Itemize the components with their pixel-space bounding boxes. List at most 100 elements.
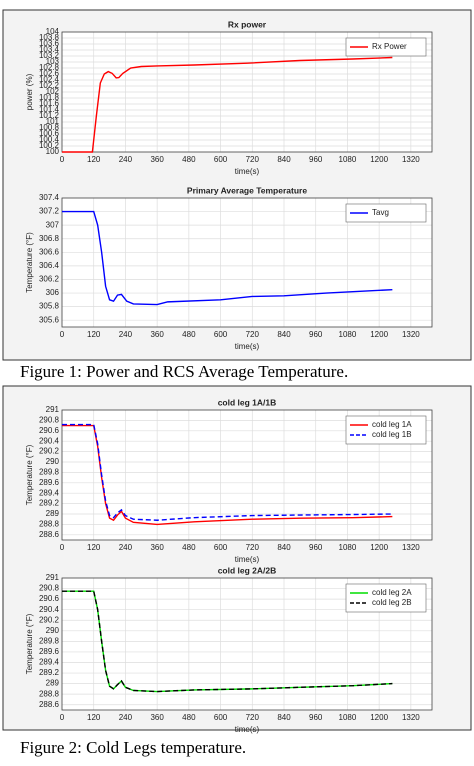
x-tick-label: 600 — [214, 155, 228, 164]
x-tick-label: 960 — [309, 155, 323, 164]
chart-title: cold leg 2A/2B — [218, 565, 277, 575]
x-tick-label: 360 — [150, 330, 164, 339]
y-tick-label: 102.4 — [39, 75, 60, 84]
y-tick-label: 101.6 — [39, 99, 60, 108]
chart-title: Primary Average Temperature — [187, 185, 307, 195]
x-tick-label: 1200 — [370, 155, 388, 164]
y-tick-label: 307 — [46, 220, 60, 229]
y-tick-label: 102.2 — [39, 81, 60, 90]
plot-frame — [61, 577, 433, 711]
legend — [345, 415, 427, 445]
y-tick-label: 291 — [46, 573, 60, 582]
x-tick-label: 720 — [246, 543, 260, 552]
legend-label: Rx Power — [372, 42, 407, 51]
x-tick-label: 480 — [182, 713, 196, 722]
x-tick-label: 0 — [60, 155, 65, 164]
x-tick-label: 1320 — [402, 543, 420, 552]
y-tick-label: 103.4 — [39, 45, 60, 54]
plot-frame — [61, 197, 433, 328]
x-axis-label: time(s) — [235, 167, 260, 176]
y-axis-label: Temperature (°F) — [25, 232, 34, 293]
y-tick-label: 307.4 — [39, 193, 60, 202]
y-tick-label: 289.2 — [39, 499, 60, 508]
y-tick-label: 290 — [46, 626, 60, 635]
x-tick-label: 120 — [87, 713, 101, 722]
line — [62, 56, 393, 153]
plot-frame — [61, 31, 433, 153]
y-tick-label: 290 — [46, 457, 60, 466]
x-tick-label: 600 — [214, 330, 228, 339]
y-tick-label: 290.6 — [39, 594, 60, 603]
y-tick-label: 103.2 — [39, 51, 60, 60]
y-tick-label: 306 — [46, 288, 60, 297]
legend — [345, 37, 427, 57]
legend-label: cold leg 1B — [372, 430, 412, 439]
x-tick-label: 240 — [119, 330, 133, 339]
legend-label: cold leg 2A — [372, 588, 412, 597]
y-tick-label: 307.2 — [39, 207, 60, 216]
x-tick-label: 480 — [182, 543, 196, 552]
caption: Figure 2: Cold Legs temperature. — [20, 738, 246, 757]
line — [62, 590, 393, 693]
x-tick-label: 1200 — [370, 330, 388, 339]
x-tick-label: 960 — [309, 330, 323, 339]
x-tick-label: 240 — [119, 155, 133, 164]
legend — [345, 203, 427, 223]
x-tick-label: 720 — [246, 155, 260, 164]
y-tick-label: 288.6 — [39, 700, 60, 709]
x-tick-label: 120 — [87, 155, 101, 164]
x-tick-label: 1080 — [339, 543, 357, 552]
x-axis-label: time(s) — [235, 555, 260, 564]
y-tick-label: 290.4 — [39, 605, 60, 614]
y-tick-label: 290.8 — [39, 416, 60, 425]
y-tick-label: 104 — [46, 27, 60, 36]
x-tick-label: 360 — [150, 543, 164, 552]
y-tick-label: 289.4 — [39, 488, 60, 497]
y-tick-label: 101.4 — [39, 105, 60, 114]
y-tick-label: 289 — [46, 509, 60, 518]
x-tick-label: 1200 — [370, 713, 388, 722]
y-tick-label: 101 — [46, 117, 60, 126]
y-tick-label: 291 — [46, 405, 60, 414]
plot-frame — [61, 409, 433, 541]
y-tick-label: 101.2 — [39, 111, 60, 120]
x-tick-label: 720 — [246, 713, 260, 722]
x-tick-label: 1320 — [402, 155, 420, 164]
y-tick-label: 289.8 — [39, 468, 60, 477]
x-tick-label: 720 — [246, 330, 260, 339]
y-axis-label: Temperature (°F) — [25, 444, 34, 505]
x-tick-label: 600 — [214, 543, 228, 552]
x-tick-label: 240 — [119, 713, 133, 722]
x-tick-label: 840 — [277, 155, 291, 164]
x-tick-label: 960 — [309, 543, 323, 552]
y-tick-label: 102.8 — [39, 63, 60, 72]
y-tick-label: 288.8 — [39, 520, 60, 529]
legend-label: cold leg 2B — [372, 598, 412, 607]
y-tick-label: 288.8 — [39, 689, 60, 698]
y-axis-label: Temperature (°F) — [25, 613, 34, 674]
x-tick-label: 120 — [87, 543, 101, 552]
x-tick-label: 0 — [60, 330, 65, 339]
y-tick-label: 289.6 — [39, 647, 60, 656]
y-tick-label: 289.6 — [39, 478, 60, 487]
line — [62, 423, 393, 521]
x-tick-label: 960 — [309, 713, 323, 722]
y-tick-label: 290.6 — [39, 426, 60, 435]
y-tick-label: 103.6 — [39, 39, 60, 48]
y-tick-label: 306.8 — [39, 234, 60, 243]
line — [62, 210, 393, 306]
y-tick-label: 289.8 — [39, 636, 60, 645]
y-tick-label: 289.4 — [39, 658, 60, 667]
x-tick-label: 1080 — [339, 330, 357, 339]
legend-label: cold leg 1A — [372, 420, 412, 429]
y-tick-label: 100.2 — [39, 141, 60, 150]
y-tick-label: 100 — [46, 147, 60, 156]
x-tick-label: 1200 — [370, 543, 388, 552]
y-tick-label: 290.2 — [39, 447, 60, 456]
x-axis-label: time(s) — [235, 725, 260, 734]
x-tick-label: 840 — [277, 543, 291, 552]
y-tick-label: 100.4 — [39, 135, 60, 144]
caption: Figure 1: Power and RCS Average Temperat… — [20, 362, 348, 381]
y-tick-label: 290.4 — [39, 436, 60, 445]
